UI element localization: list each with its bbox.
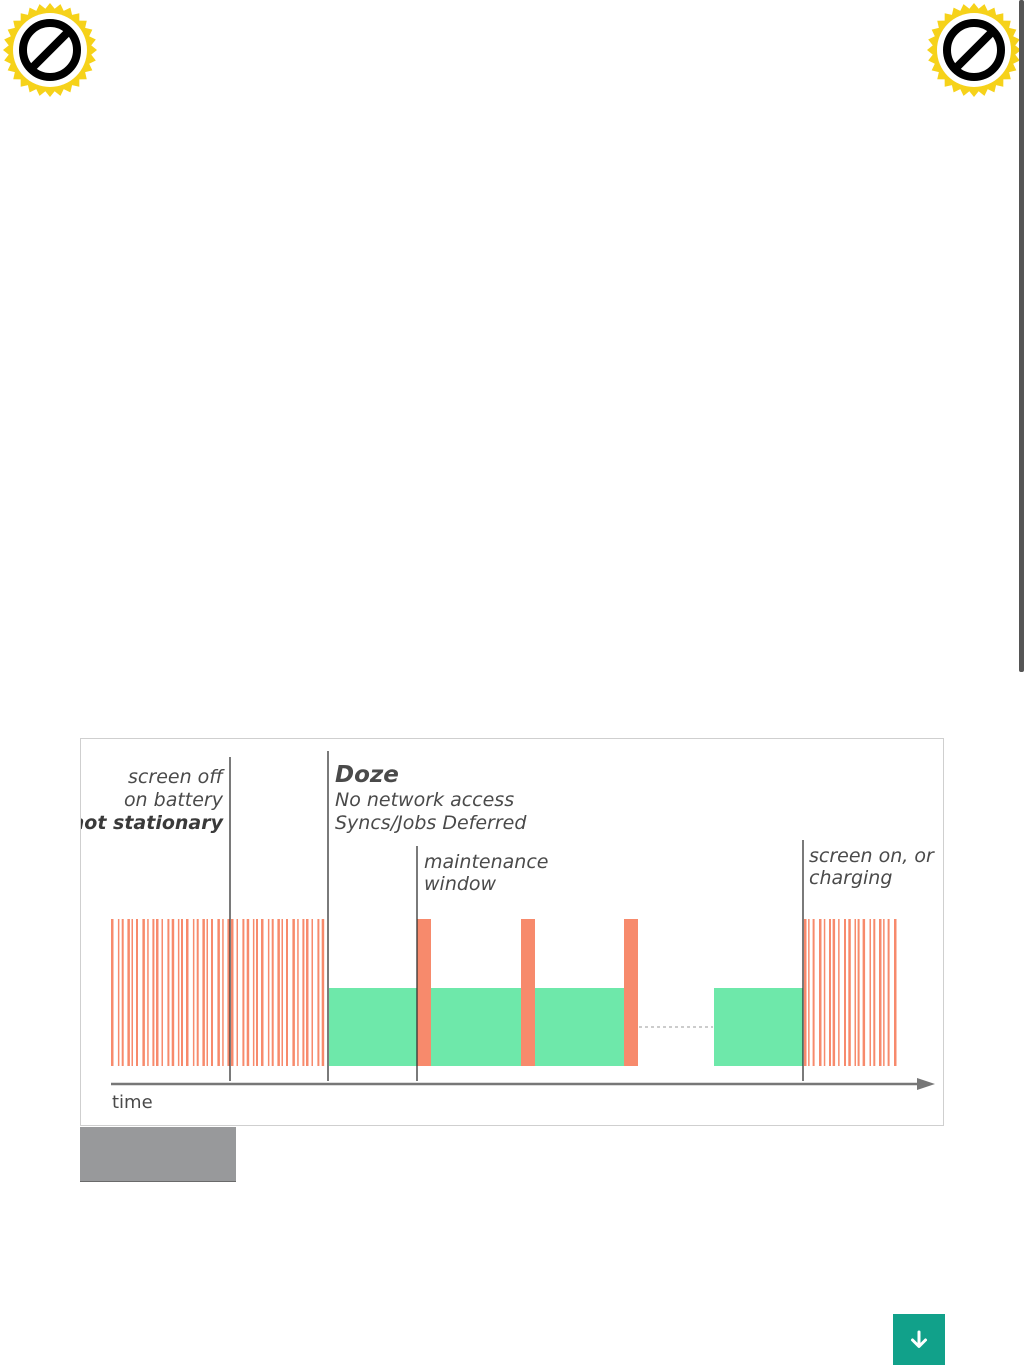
- activity-stripe: [156, 919, 159, 1066]
- activity-stripe: [252, 919, 255, 1066]
- activity-stripe: [317, 919, 320, 1066]
- activity-stripe: [873, 919, 876, 1066]
- label-not-stationary: not stationary: [81, 812, 225, 834]
- activity-stripe: [136, 919, 138, 1066]
- activity-stripe: [171, 919, 175, 1066]
- caption-tab: [80, 1127, 236, 1182]
- label-time-axis: time: [112, 1092, 153, 1113]
- activity-stripe: [848, 919, 851, 1066]
- activity-stripe: [211, 919, 213, 1066]
- activity-stripe: [227, 919, 230, 1066]
- scroll-down-button[interactable]: [893, 1314, 945, 1365]
- activity-stripe: [281, 919, 283, 1066]
- activity-stripe: [832, 919, 836, 1066]
- label-on-battery: on battery: [124, 789, 224, 811]
- label-no-network: No network access: [335, 789, 514, 811]
- activity-stripe: [302, 919, 305, 1066]
- doze-period-2: [431, 988, 521, 1066]
- doze-period-1: [329, 988, 418, 1066]
- arrow-down-icon: [911, 1330, 927, 1348]
- activity-stripe: [256, 919, 258, 1066]
- activity-stripe: [879, 919, 882, 1066]
- activity-stripe: [181, 919, 183, 1066]
- activity-stripe: [277, 919, 280, 1066]
- doze-diagram-figure: screen off on battery not stationary Doz…: [80, 738, 944, 1126]
- label-syncs-deferred: Syncs/Jobs Deferred: [335, 812, 527, 834]
- activity-stripe: [206, 919, 208, 1066]
- activity-stripe: [231, 919, 234, 1066]
- activity-stripe: [142, 919, 145, 1066]
- doze-period-4: [714, 988, 803, 1066]
- activity-stripe: [192, 919, 195, 1066]
- activity-stripe: [222, 919, 224, 1066]
- activity-stripe: [819, 919, 822, 1066]
- activity-stripe: [829, 919, 831, 1066]
- activity-stripe: [267, 919, 270, 1066]
- activity-stripe: [186, 919, 189, 1066]
- activity-stripe: [261, 919, 264, 1066]
- activity-stripe: [883, 919, 885, 1066]
- activity-stripe: [217, 919, 220, 1066]
- activity-stripe: [292, 919, 295, 1066]
- activity-stripe: [823, 919, 826, 1066]
- activity-bars-right: [804, 919, 897, 1066]
- activity-stripe: [869, 919, 871, 1066]
- no-entry-badge-icon: [2, 2, 98, 98]
- maintenance-window-3: [624, 919, 638, 1066]
- activity-stripe: [862, 919, 866, 1066]
- activity-stripe: [306, 919, 309, 1066]
- scrollbar-thumb[interactable]: [1019, 0, 1024, 672]
- label-maintenance: maintenance: [424, 851, 548, 873]
- activity-stripe: [894, 919, 897, 1066]
- no-entry-badge-icon: [926, 2, 1022, 98]
- activity-stripe: [177, 919, 180, 1066]
- activity-stripe: [242, 919, 245, 1066]
- activity-stripe: [121, 919, 124, 1066]
- activity-stripe: [147, 919, 149, 1066]
- activity-stripe: [271, 919, 274, 1066]
- activity-stripe: [196, 919, 199, 1066]
- activity-stripe: [167, 919, 170, 1066]
- doze-period-3: [535, 988, 624, 1066]
- activity-stripe: [152, 919, 155, 1066]
- maintenance-window-1: [417, 919, 431, 1066]
- activity-stripe: [808, 919, 810, 1066]
- label-charging: charging: [809, 867, 892, 889]
- label-screen-on: screen on, or: [809, 845, 935, 867]
- activity-stripe: [857, 919, 860, 1066]
- doze-diagram: screen off on battery not stationary Doz…: [81, 751, 935, 1113]
- activity-stripe: [844, 919, 846, 1066]
- label-window: window: [424, 873, 497, 895]
- activity-stripe: [311, 919, 313, 1066]
- activity-stripe: [838, 919, 840, 1066]
- label-doze-title: Doze: [335, 762, 399, 788]
- activity-stripe: [854, 919, 856, 1066]
- activity-bars-left: [111, 919, 325, 1066]
- activity-stripe: [887, 919, 890, 1066]
- activity-stripe: [236, 919, 238, 1066]
- activity-stripe: [111, 919, 114, 1066]
- activity-stripe: [297, 919, 299, 1066]
- activity-stripe: [127, 919, 130, 1066]
- label-screen-off: screen off: [128, 766, 225, 788]
- activity-stripe: [202, 919, 205, 1066]
- activity-stripe: [131, 919, 133, 1066]
- activity-stripe: [804, 919, 807, 1066]
- activity-stripe: [161, 919, 163, 1066]
- activity-stripe: [117, 919, 120, 1066]
- activity-stripe: [812, 919, 815, 1066]
- time-axis-arrowhead: [917, 1078, 935, 1090]
- activity-stripe: [286, 919, 288, 1066]
- activity-stripe: [321, 919, 325, 1066]
- maintenance-window-2: [521, 919, 535, 1066]
- activity-stripe: [246, 919, 250, 1066]
